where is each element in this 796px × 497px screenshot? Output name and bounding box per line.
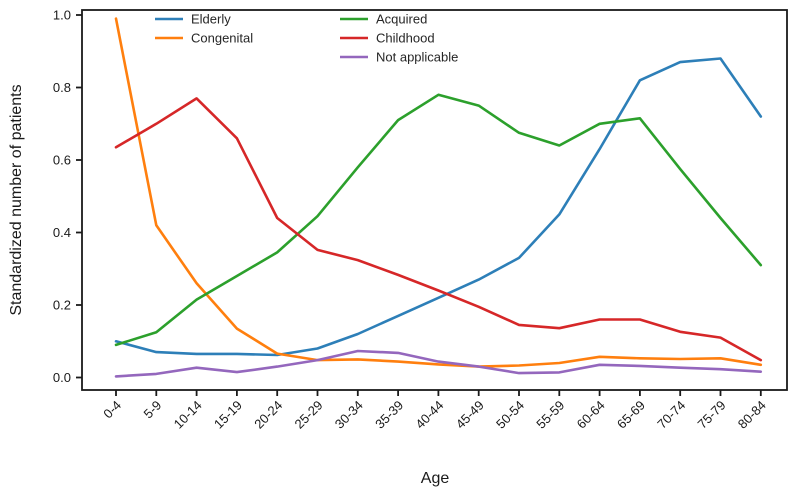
x-tick-label: 10-14	[171, 398, 205, 432]
y-axis-title: Standardized number of patients	[8, 84, 25, 315]
x-tick-label: 20-24	[251, 398, 285, 432]
series-line-childhood	[114, 97, 763, 362]
series-line-congenital	[114, 17, 763, 368]
x-axis-title: Age	[421, 470, 450, 487]
y-tick-label: 0.4	[53, 225, 71, 240]
x-tick-label: 75-79	[695, 398, 729, 432]
x-tick-label: 65-69	[614, 398, 648, 432]
legend-label-childhood: Childhood	[376, 31, 435, 46]
y-tick-label: 0.8	[53, 80, 71, 95]
x-tick-label: 0-4	[100, 398, 124, 422]
x-tick-label: 25-29	[292, 398, 326, 432]
series-line-elderly	[114, 57, 763, 357]
x-tick-label: 80-84	[735, 398, 769, 432]
legend-label-acquired: Acquired	[376, 12, 427, 27]
legend-label-elderly: Elderly	[191, 12, 231, 27]
x-tick-label: 45-49	[453, 398, 487, 432]
x-tick-label: 55-59	[533, 398, 567, 432]
x-tick-label: 50-54	[493, 398, 527, 432]
legend-label-not-applicable: Not applicable	[376, 50, 458, 65]
x-tick-label: 40-44	[412, 398, 446, 432]
x-tick-label: 5-9	[141, 398, 165, 422]
y-tick-label: 0.0	[53, 370, 71, 385]
series-line-acquired	[114, 93, 763, 347]
x-tick-label: 70-74	[654, 398, 688, 432]
x-tick-label: 35-39	[372, 398, 406, 432]
y-tick-label: 0.2	[53, 298, 71, 313]
series-line-not-applicable	[114, 349, 763, 378]
plot-frame	[81, 9, 788, 391]
x-tick-label: 60-64	[574, 398, 608, 432]
y-tick-label: 0.6	[53, 153, 71, 168]
legend-label-congenital: Congenital	[191, 31, 253, 46]
x-tick-label: 15-19	[211, 398, 245, 432]
x-tick-label: 30-34	[332, 398, 366, 432]
y-tick-label: 1.0	[53, 8, 71, 23]
